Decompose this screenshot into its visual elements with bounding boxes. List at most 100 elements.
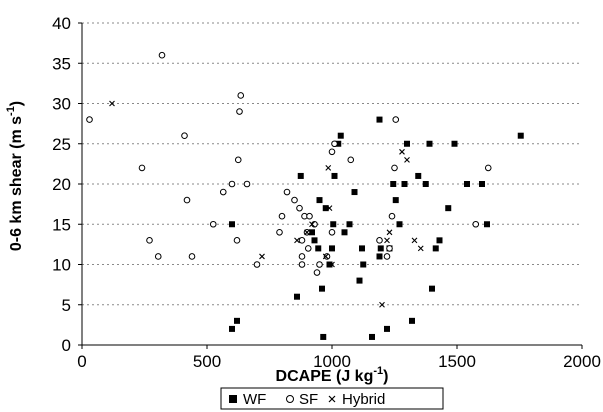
wf-point-6 [311, 237, 318, 244]
hybrid-point-14 [411, 237, 418, 244]
sf-point-23 [298, 261, 306, 268]
wf-point-47 [517, 132, 524, 139]
wf-point-7 [315, 245, 322, 252]
wf-point-24 [369, 333, 375, 340]
hybrid-point-6 [325, 165, 332, 171]
hybrid-point-12 [399, 148, 405, 155]
wf-point-33 [401, 181, 408, 187]
sf-point-3 [154, 253, 162, 260]
sf-point-8 [209, 220, 217, 228]
wf-point-38 [426, 140, 433, 147]
hybrid-point-8 [329, 261, 335, 268]
sf-point-35 [331, 140, 338, 148]
hybrid-point-4 [309, 221, 315, 228]
wf-point-22 [359, 245, 365, 252]
y-tick-label-4: 20 [52, 175, 71, 194]
x-axis-title: DCAPE (J kg-1) [276, 365, 389, 385]
data-points [86, 51, 524, 340]
wf-point-31 [392, 197, 399, 204]
x-tick-label-2: 1000 [313, 352, 351, 371]
sf-point-30 [313, 269, 321, 276]
wf-point-26 [377, 245, 384, 252]
hybrid-point-1 [259, 253, 265, 260]
wf-point-20 [351, 189, 358, 196]
wf-point-10 [320, 333, 327, 340]
y-tick-label-6: 30 [52, 95, 71, 114]
sf-point-31 [316, 261, 323, 268]
hybrid-point-10 [384, 237, 390, 244]
wf-point-0 [229, 325, 235, 332]
wf-point-13 [329, 245, 335, 252]
wf-point-18 [341, 229, 348, 236]
y-tick-label-0: 0 [62, 336, 71, 355]
sf-point-17 [276, 229, 283, 236]
sf-point-36 [347, 156, 355, 164]
sf-point-22 [298, 253, 306, 260]
axes [78, 22, 583, 349]
wf-point-30 [390, 181, 397, 187]
hybrid-point-0 [109, 100, 115, 107]
y-tick-label-1: 5 [62, 296, 71, 315]
wf-point-42 [445, 205, 452, 212]
sf-point-38 [383, 253, 391, 260]
sf-point-5 [181, 132, 188, 139]
y-tick-label-7: 35 [52, 54, 71, 73]
sf-point-10 [228, 180, 236, 188]
wf-point-45 [479, 181, 485, 187]
wf-point-25 [376, 116, 383, 123]
sf-point-9 [219, 188, 227, 196]
sf-point-37 [376, 237, 383, 244]
sf-point-41 [391, 164, 398, 172]
sf-point-40 [388, 212, 396, 220]
x-tick-label-0: 0 [77, 352, 86, 371]
wf-point-1 [234, 317, 240, 324]
wf-point-32 [396, 221, 403, 228]
hybrid-point-13 [404, 156, 410, 163]
x-tick-label-4: 2000 [563, 352, 601, 371]
wf-point-4 [297, 172, 304, 179]
sf-point-44 [484, 164, 492, 172]
sf-point-11 [233, 237, 241, 244]
sf-point-39 [386, 245, 393, 252]
legend: WF SF Hybrid [220, 387, 444, 410]
sf-point-43 [472, 220, 480, 228]
wf-point-27 [376, 253, 383, 260]
wf-point-8 [316, 197, 323, 204]
hybrid-point-15 [417, 245, 424, 252]
wf-point-16 [335, 140, 342, 147]
wf-point-3 [294, 293, 300, 300]
hybrid-point-11 [386, 229, 393, 236]
hybrid-point-3 [304, 229, 310, 236]
hybrid-point-5 [322, 253, 329, 260]
sf-point-24 [298, 237, 306, 244]
wf-point-34 [404, 140, 410, 147]
y-tick-label-5: 25 [52, 135, 71, 154]
y-tick-label-2: 10 [52, 256, 71, 275]
sf-point-4 [158, 51, 166, 59]
sf-point-32 [323, 253, 331, 260]
sf-point-6 [183, 196, 191, 204]
wf-point-17 [337, 132, 344, 139]
wf-point-9 [319, 285, 325, 292]
wf-point-21 [356, 277, 363, 284]
sf-point-13 [236, 108, 243, 115]
x-tick-label-3: 1500 [438, 352, 476, 371]
wf-point-44 [464, 181, 470, 187]
legend-label-hybrid: Hybrid [342, 391, 385, 408]
wf-point-46 [484, 221, 490, 228]
legend-marker-wf [229, 395, 237, 403]
sf-point-12 [234, 156, 242, 164]
wf-point-2 [229, 221, 235, 228]
wf-point-40 [432, 245, 439, 252]
sf-point-27 [304, 245, 312, 252]
hybrid-point-9 [379, 301, 385, 308]
sf-point-15 [243, 180, 251, 188]
legend-marker-sf [286, 395, 294, 403]
legend-label-wf: WF [243, 391, 266, 408]
wf-point-35 [409, 317, 415, 324]
wf-point-23 [360, 261, 367, 268]
x-tick-label-1: 500 [193, 352, 221, 371]
hybrid-point-2 [294, 237, 300, 244]
x-tick-labels: 0 500 1000 1500 2000 [77, 352, 601, 371]
sf-point-2 [146, 237, 153, 244]
